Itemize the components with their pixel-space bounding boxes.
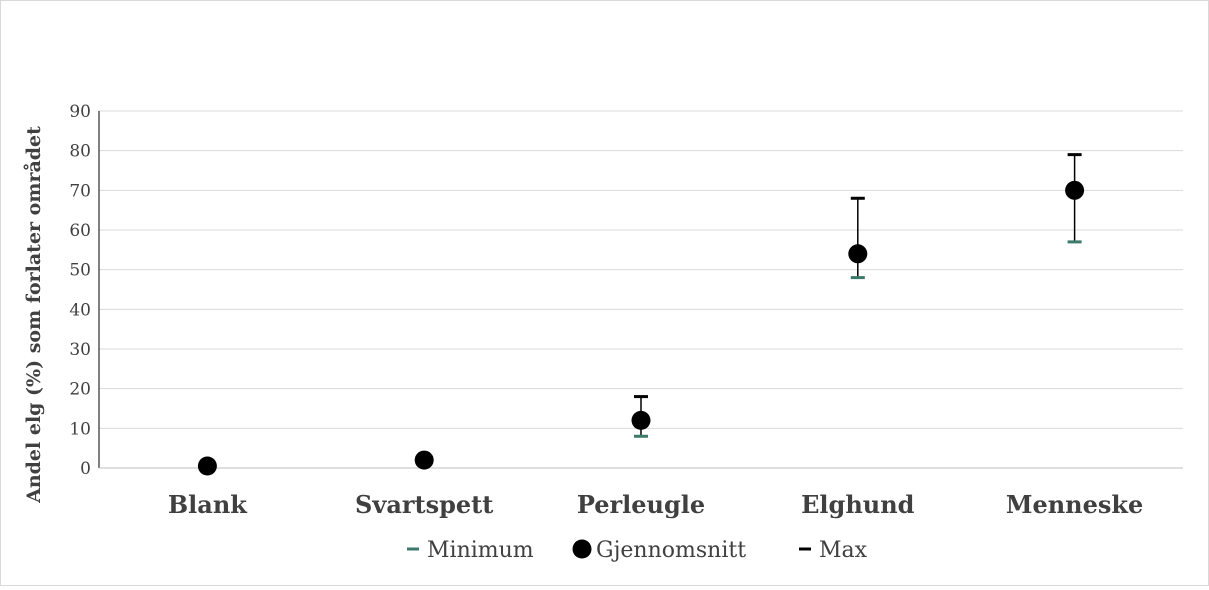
axes [98, 111, 1183, 469]
average-point-perleugle [631, 410, 651, 430]
y-tick-50: 50 [69, 261, 91, 281]
y-axis-label: Andel elg (%) som forlater området [22, 126, 45, 504]
y-tick-20: 20 [69, 380, 91, 400]
legend-label-max: Max [819, 538, 868, 563]
legend-swatch-gjennomsnitt [572, 539, 592, 559]
x-category-perleugle: Perleugle [577, 490, 705, 519]
y-tick-90: 90 [69, 102, 91, 122]
error-bars [197, 153, 1085, 476]
legend-label-minimum: Minimum [427, 538, 534, 563]
y-tick-30: 30 [69, 340, 91, 360]
x-category-elghund: Elghund [801, 490, 915, 519]
gridlines [99, 110, 1183, 429]
x-category-labels: Blank Svartspett Perleugle Elghund Menneske [168, 490, 1143, 519]
x-category-svartspett: Svartspett [355, 490, 493, 519]
y-tick-labels: 0 10 20 30 40 50 60 70 80 90 [69, 102, 91, 479]
legend-label-gjennomsnitt: Gjennomsnitt [596, 538, 746, 563]
y-tick-40: 40 [69, 300, 91, 320]
y-tick-70: 70 [69, 181, 91, 201]
x-category-blank: Blank [168, 490, 248, 519]
average-point-elghund [848, 244, 868, 264]
y-tick-80: 80 [69, 142, 91, 162]
legend: Minimum Gjennomsnitt Max [407, 538, 868, 563]
average-point-menneske [1065, 180, 1085, 200]
y-tick-10: 10 [69, 419, 91, 439]
y-tick-0: 0 [80, 459, 91, 479]
average-point-svartspett [414, 450, 434, 470]
x-category-menneske: Menneske [1006, 490, 1143, 519]
y-tick-60: 60 [69, 221, 91, 241]
average-point-blank [197, 456, 217, 476]
